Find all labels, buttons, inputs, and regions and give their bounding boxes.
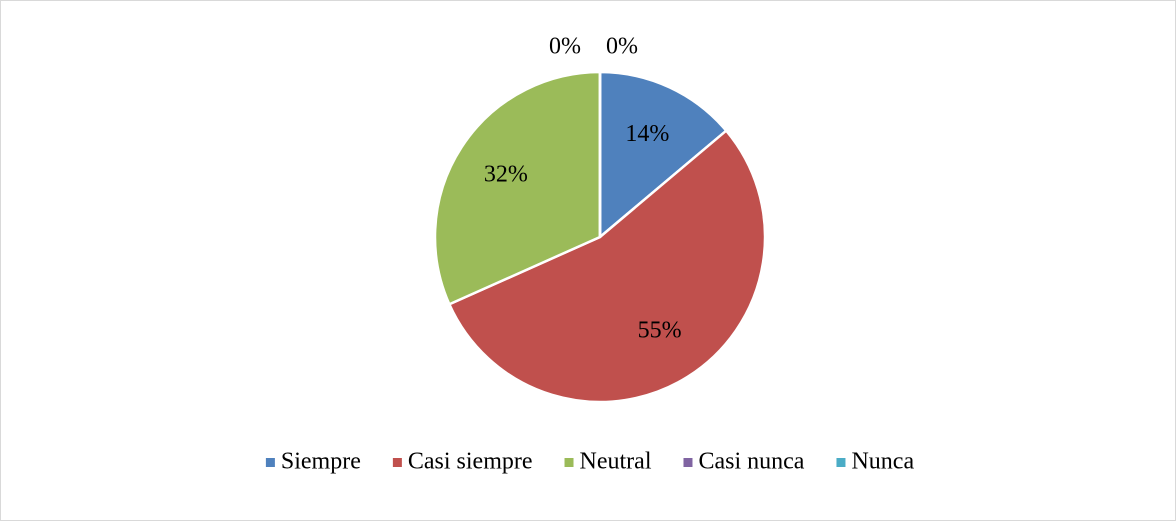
pie-slice bbox=[433, 70, 602, 306]
legend-label: Siempre bbox=[281, 449, 361, 475]
legend-label: Casi nunca bbox=[698, 449, 804, 475]
legend-swatch bbox=[564, 458, 574, 467]
legend-swatch bbox=[265, 458, 275, 467]
legend-label: Casi siempre bbox=[408, 449, 533, 475]
legend-swatch bbox=[683, 458, 693, 467]
pie-slice bbox=[447, 128, 767, 404]
data-label: 0% bbox=[606, 34, 638, 60]
legend-swatch bbox=[392, 458, 402, 467]
data-label: 55% bbox=[638, 318, 682, 344]
data-label: 32% bbox=[484, 161, 528, 187]
data-label: 14% bbox=[625, 121, 669, 147]
data-label: 0% bbox=[549, 34, 581, 60]
legend-label: Neutral bbox=[580, 449, 652, 475]
legend-swatch bbox=[836, 458, 846, 467]
pie-slice bbox=[598, 70, 728, 240]
legend-label: Nunca bbox=[851, 449, 914, 475]
